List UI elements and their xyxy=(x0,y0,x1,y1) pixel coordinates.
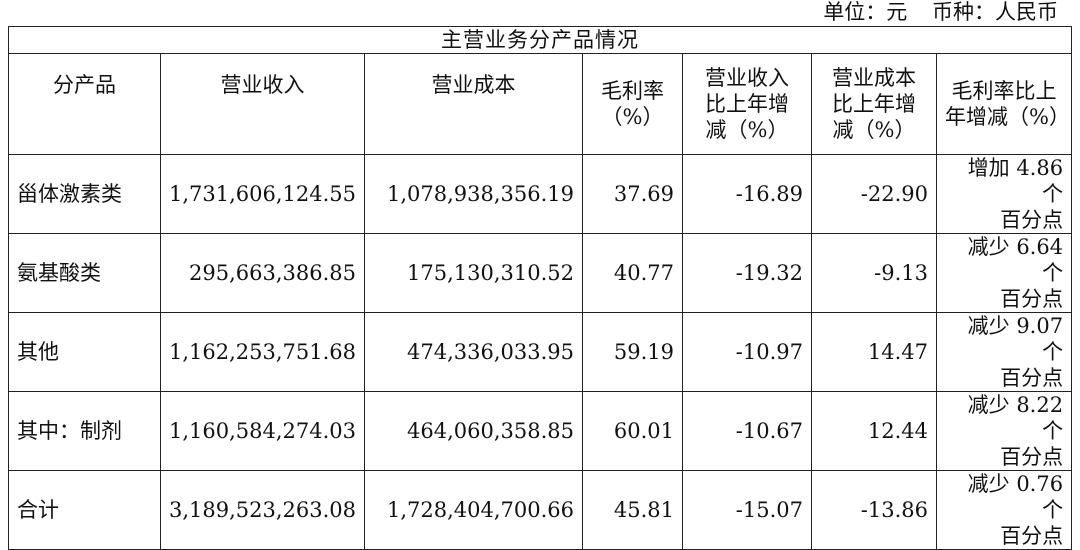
margin-change-amount: 增加 4.86 个 xyxy=(967,156,1064,206)
header-cost-change: 营业成本 比上年增 减（%） xyxy=(811,53,937,155)
cell-margin-change: 减少 6.64 个 百分点 xyxy=(935,233,1073,313)
cell-revenue-change: -10.67 xyxy=(682,391,812,471)
header-cost-change-line: 减（%） xyxy=(832,118,916,142)
cell-margin: 45.81 xyxy=(582,470,683,550)
table-row: 甾体激素类 1,731,606,124.55 1,078,938,356.19 … xyxy=(8,154,1073,234)
cell-margin-change: 增加 4.86 个 百分点 xyxy=(935,154,1073,234)
cell-margin: 37.69 xyxy=(582,154,683,234)
header-cost-change-line: 比上年增 xyxy=(832,92,916,116)
cell-cost: 1,728,404,700.66 xyxy=(364,470,583,550)
header-margin: 毛利率 （%） xyxy=(582,53,683,155)
header-margin-line: （%） xyxy=(601,105,664,129)
margin-change-unit: 百分点 xyxy=(1000,208,1064,232)
table-row: 合计 3,189,523,263.08 1,728,404,700.66 45.… xyxy=(8,470,1073,550)
header-margin-change: 毛利率比上 年增减（%） xyxy=(935,53,1073,155)
header-revenue-change: 营业收入 比上年增 减（%） xyxy=(682,53,812,155)
cell-revenue: 1,162,253,751.68 xyxy=(160,312,365,392)
table-title-row: 主营业务分产品情况 xyxy=(7,26,1073,54)
table-row: 氨基酸类 295,663,386.85 175,130,310.52 40.77… xyxy=(8,233,1073,313)
cell-margin-change: 减少 9.07 个 百分点 xyxy=(935,312,1073,392)
header-product: 分产品 xyxy=(8,53,161,155)
header-margin-change-line: 年增减（%） xyxy=(945,105,1070,129)
cell-revenue-change: -19.32 xyxy=(682,233,812,313)
cell-revenue: 1,160,584,274.03 xyxy=(160,391,365,471)
margin-change-unit: 百分点 xyxy=(1000,445,1064,469)
cell-cost-change: -9.13 xyxy=(811,233,937,313)
cell-margin-change: 减少 0.76 个 百分点 xyxy=(935,470,1073,550)
table-title: 主营业务分产品情况 xyxy=(7,26,1073,54)
cell-revenue: 3,189,523,263.08 xyxy=(160,470,365,550)
margin-change-amount: 减少 0.76 个 xyxy=(967,472,1064,522)
cell-product: 合计 xyxy=(8,470,161,550)
currency-label: 币种：人民币 xyxy=(932,0,1058,24)
cell-revenue: 295,663,386.85 xyxy=(160,233,365,313)
cell-product: 其他 xyxy=(8,312,161,392)
cell-product: 甾体激素类 xyxy=(8,154,161,234)
margin-change-unit: 百分点 xyxy=(1000,524,1064,548)
margin-change-unit: 百分点 xyxy=(1000,287,1064,311)
cell-margin-change: 减少 8.22 个 百分点 xyxy=(935,391,1073,471)
header-revenue-change-line: 营业收入 xyxy=(705,66,789,90)
cell-margin: 59.19 xyxy=(582,312,683,392)
header-revenue-change-line: 减（%） xyxy=(705,118,789,142)
cell-margin: 60.01 xyxy=(582,391,683,471)
cell-revenue-change: -10.97 xyxy=(682,312,812,392)
table-header-row: 分产品 营业收入 营业成本 毛利率 （%） 营业收入 比上年增 减（%） 营业成… xyxy=(8,53,1073,155)
cell-cost: 175,130,310.52 xyxy=(364,233,583,313)
cell-cost-change: -13.86 xyxy=(811,470,937,550)
cell-product: 其中：制剂 xyxy=(8,391,161,471)
cell-margin: 40.77 xyxy=(582,233,683,313)
cell-revenue-change: -16.89 xyxy=(682,154,812,234)
cell-cost: 464,060,358.85 xyxy=(364,391,583,471)
cell-product: 氨基酸类 xyxy=(8,233,161,313)
cell-cost: 1,078,938,356.19 xyxy=(364,154,583,234)
cell-revenue: 1,731,606,124.55 xyxy=(160,154,365,234)
table-row: 其中：制剂 1,160,584,274.03 464,060,358.85 60… xyxy=(8,391,1073,471)
unit-label: 单位：元 xyxy=(823,0,908,24)
header-margin-change-line: 毛利率比上 xyxy=(951,79,1057,103)
margin-change-unit: 百分点 xyxy=(1000,366,1064,390)
table-row: 其他 1,162,253,751.68 474,336,033.95 59.19… xyxy=(8,312,1073,392)
cell-revenue-change: -15.07 xyxy=(682,470,812,550)
header-revenue: 营业收入 xyxy=(160,53,365,155)
header-cost-change-line: 营业成本 xyxy=(832,66,916,90)
margin-change-amount: 减少 6.64 个 xyxy=(967,235,1064,285)
product-revenue-table: 主营业务分产品情况 分产品 营业收入 营业成本 毛利率 （%） 营业收入 比上年… xyxy=(7,26,1073,550)
margin-change-amount: 减少 9.07 个 xyxy=(967,314,1064,364)
cell-cost-change: 12.44 xyxy=(811,391,937,471)
header-revenue-change-line: 比上年增 xyxy=(705,92,789,116)
unit-currency-line: 单位：元 币种：人民币 xyxy=(805,0,1058,24)
header-margin-line: 毛利率 xyxy=(601,79,664,103)
margin-change-amount: 减少 8.22 个 xyxy=(967,393,1064,443)
cell-cost: 474,336,033.95 xyxy=(364,312,583,392)
header-cost: 营业成本 xyxy=(364,53,583,155)
cell-cost-change: 14.47 xyxy=(811,312,937,392)
cell-cost-change: -22.90 xyxy=(811,154,937,234)
